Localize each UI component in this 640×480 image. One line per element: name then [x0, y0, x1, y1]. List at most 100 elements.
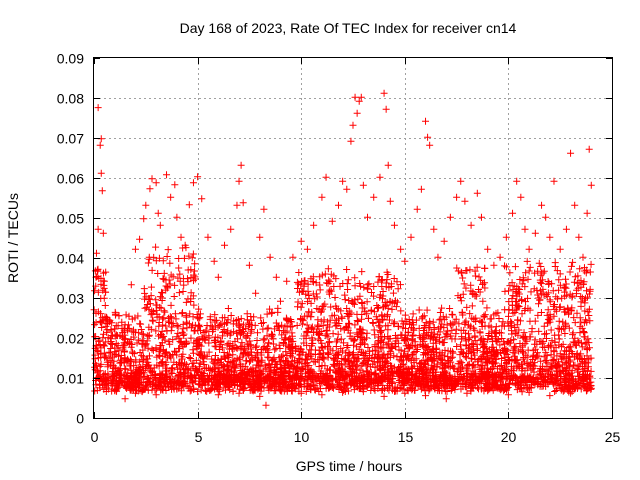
data-point [463, 369, 471, 377]
data-point [165, 383, 173, 391]
data-point [146, 185, 154, 193]
data-point [479, 348, 487, 356]
data-point [202, 328, 210, 336]
data-point [501, 356, 509, 364]
data-point [206, 315, 214, 323]
data-point [568, 377, 576, 385]
data-point [478, 322, 486, 330]
data-point [468, 302, 476, 310]
data-point [120, 358, 128, 366]
data-point [374, 382, 382, 390]
data-point [173, 322, 181, 330]
data-point [548, 337, 556, 345]
data-point [256, 392, 264, 400]
data-point [311, 358, 319, 366]
data-point [408, 363, 416, 371]
data-point [531, 317, 539, 325]
data-point [260, 205, 268, 213]
data-point [451, 335, 459, 343]
data-point [559, 368, 567, 376]
data-point [488, 379, 496, 387]
data-point [536, 337, 544, 345]
data-point [422, 319, 430, 327]
data-point [147, 292, 155, 300]
data-point [504, 347, 512, 355]
data-point [391, 342, 399, 350]
data-point [165, 318, 173, 326]
data-point [363, 375, 371, 383]
data-point [196, 381, 204, 389]
data-point [486, 315, 494, 323]
data-point [187, 355, 195, 363]
data-point [455, 320, 463, 328]
data-point [583, 318, 591, 326]
data-point [189, 321, 197, 329]
data-point [322, 332, 330, 340]
data-point [252, 353, 260, 361]
data-point [424, 133, 432, 141]
data-point [162, 348, 170, 356]
data-point [390, 352, 398, 360]
data-point [425, 387, 433, 395]
data-point [194, 388, 202, 396]
data-point [534, 291, 542, 299]
data-point [101, 288, 109, 296]
data-point [537, 262, 545, 270]
data-point [285, 382, 293, 390]
data-point [425, 371, 433, 379]
data-point [400, 381, 408, 389]
data-point [356, 366, 364, 374]
data-point [504, 391, 512, 399]
data-point [371, 363, 379, 371]
data-point [163, 253, 171, 261]
data-point [223, 319, 231, 327]
data-point [370, 292, 378, 300]
data-point [320, 378, 328, 386]
data-point [265, 348, 273, 356]
data-point [236, 362, 244, 370]
data-point [328, 312, 336, 320]
data-point [520, 349, 528, 357]
data-point [544, 277, 552, 285]
data-point [156, 378, 164, 386]
data-point [158, 385, 166, 393]
data-point [582, 269, 590, 277]
data-point [111, 311, 119, 319]
data-point [395, 364, 403, 372]
y-axis-ticks: 0 0.01 0.02 0.03 0.04 0.05 0.06 0.07 0.08 0.09 [57, 51, 612, 427]
data-point [166, 340, 174, 348]
data-point [91, 333, 99, 341]
data-point [508, 377, 516, 385]
data-point [501, 287, 509, 295]
data-point [196, 310, 204, 318]
data-point [198, 195, 206, 203]
data-point [542, 348, 550, 356]
data-point [289, 253, 297, 261]
data-point [136, 235, 144, 243]
data-point [295, 358, 303, 366]
data-point [351, 296, 359, 304]
data-point [443, 321, 451, 329]
data-point [513, 298, 521, 306]
data-point [376, 291, 384, 299]
data-point [214, 273, 222, 281]
data-point [535, 327, 543, 335]
data-point [483, 304, 491, 312]
data-point [304, 382, 312, 390]
data-point [141, 372, 149, 380]
data-point [577, 339, 585, 347]
data-point [346, 350, 354, 358]
data-point [175, 254, 183, 262]
data-point [417, 367, 425, 375]
data-point [404, 374, 412, 382]
data-point [252, 343, 260, 351]
data-point [438, 304, 446, 312]
data-point [505, 381, 513, 389]
data-point [291, 385, 299, 393]
data-point [375, 318, 383, 326]
data-point [413, 346, 421, 354]
data-point [467, 381, 475, 389]
data-point [157, 375, 165, 383]
data-point [357, 93, 365, 101]
data-point [326, 316, 334, 324]
